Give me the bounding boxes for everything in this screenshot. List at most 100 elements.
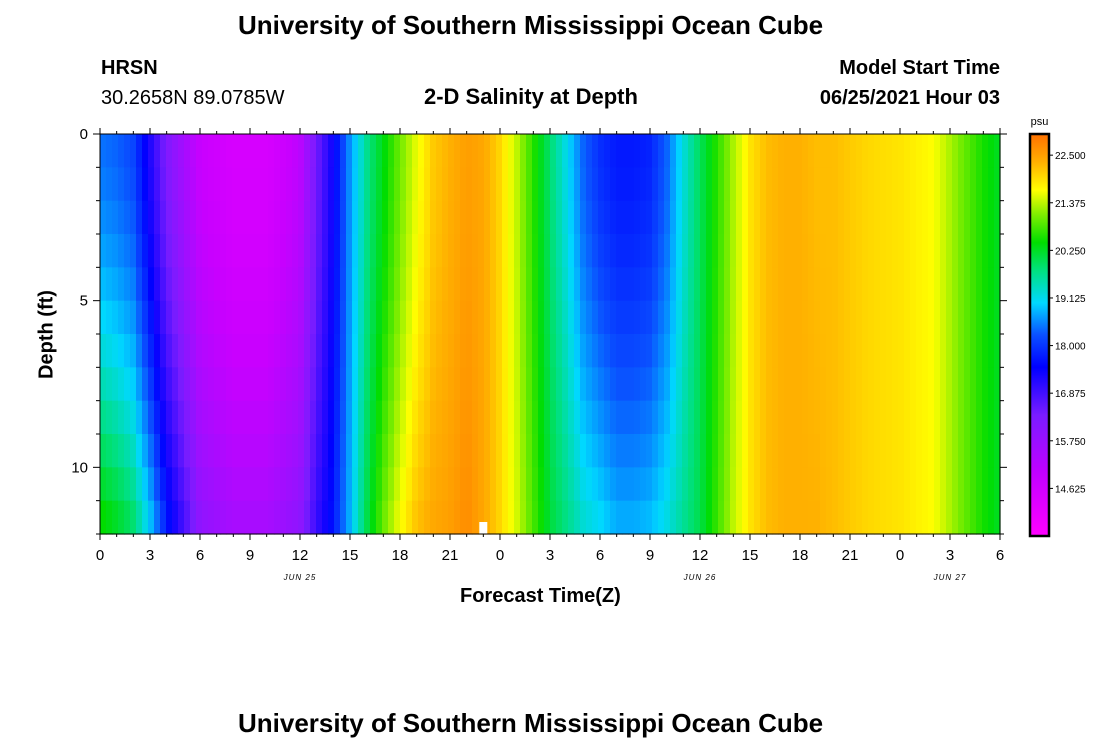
heatmap-cell: [760, 334, 767, 368]
heatmap-cell: [394, 434, 401, 468]
heatmap-cell: [100, 267, 107, 302]
heatmap-cell: [178, 334, 185, 368]
heatmap-cell: [118, 400, 125, 435]
heatmap-cell: [508, 300, 515, 335]
heatmap-cell: [346, 200, 353, 235]
heatmap-cell: [658, 267, 665, 302]
heatmap-cell: [886, 167, 893, 202]
heatmap-cell: [964, 167, 971, 202]
heatmap-cell: [928, 434, 935, 468]
heatmap-cell: [454, 234, 461, 268]
x-axis-title: Forecast Time(Z): [460, 585, 621, 607]
heatmap-cell: [226, 300, 233, 335]
heatmap-cell: [922, 500, 929, 535]
heatmap-cell: [766, 267, 773, 302]
heatmap-cell: [628, 300, 635, 335]
heatmap-cell: [904, 434, 911, 468]
heatmap-cell: [550, 434, 557, 468]
heatmap-cell: [430, 300, 437, 335]
heatmap-cell: [280, 300, 287, 335]
heatmap-cell: [526, 200, 533, 235]
heatmap-cell: [550, 400, 557, 435]
heatmap-cell: [958, 467, 965, 502]
heatmap-cell: [202, 167, 209, 202]
heatmap-cell: [862, 334, 869, 368]
heatmap-cell: [742, 434, 749, 468]
heatmap-cell: [970, 267, 977, 302]
heatmap-cell: [568, 234, 575, 268]
heatmap-cell: [538, 200, 545, 235]
heatmap-cell: [646, 467, 653, 502]
heatmap-cell: [322, 200, 329, 235]
heatmap-cell: [748, 234, 755, 268]
heatmap-cell: [166, 434, 173, 468]
heatmap-cell: [592, 234, 599, 268]
heatmap-cell: [544, 434, 551, 468]
heatmap-cell: [994, 500, 1001, 535]
heatmap-cell: [460, 467, 467, 502]
heatmap-cell: [526, 167, 533, 202]
heatmap-cell: [892, 400, 899, 435]
heatmap-cell: [874, 167, 881, 202]
heatmap-cell: [544, 400, 551, 435]
heatmap-cell: [868, 434, 875, 468]
heatmap-cell: [304, 334, 311, 368]
heatmap-cell: [790, 334, 797, 368]
heatmap-cell: [526, 500, 533, 535]
heatmap-cell: [844, 267, 851, 302]
heatmap-cell: [280, 500, 287, 535]
heatmap-cell: [946, 467, 953, 502]
heatmap-cell: [580, 434, 587, 468]
heatmap-cell: [760, 267, 767, 302]
heatmap-cell: [568, 367, 575, 402]
heatmap-cell: [952, 200, 959, 235]
heatmap-cell: [358, 267, 365, 302]
heatmap-cell: [118, 200, 125, 235]
heatmap-cell: [268, 300, 275, 335]
heatmap-cell: [820, 200, 827, 235]
heatmap-cell: [538, 500, 545, 535]
heatmap-cell: [184, 167, 191, 202]
heatmap-cell: [424, 434, 431, 468]
heatmap-cell: [256, 300, 263, 335]
heatmap-cell: [370, 200, 377, 235]
heatmap-cell: [940, 467, 947, 502]
heatmap-cell: [772, 400, 779, 435]
heatmap-cell: [466, 200, 473, 235]
heatmap-cell: [238, 167, 245, 202]
heatmap-cell: [754, 234, 761, 268]
heatmap-cell: [202, 134, 209, 168]
heatmap-cell: [910, 467, 917, 502]
heatmap-cell: [760, 134, 767, 168]
heatmap-cell: [766, 500, 773, 535]
heatmap-cell: [280, 234, 287, 268]
heatmap-cell: [694, 234, 701, 268]
heatmap-cell: [166, 334, 173, 368]
heatmap-cell: [652, 134, 659, 168]
heatmap-cell: [478, 400, 485, 435]
heatmap-cell: [724, 300, 731, 335]
heatmap-cell: [130, 134, 137, 168]
heatmap-cell: [592, 500, 599, 535]
heatmap-cell: [574, 400, 581, 435]
heatmap-cell: [178, 167, 185, 202]
heatmap-cell: [118, 467, 125, 502]
heatmap-cell: [250, 200, 257, 235]
heatmap-cell: [922, 134, 929, 168]
heatmap-cell: [400, 167, 407, 202]
heatmap-cell: [118, 300, 125, 335]
heatmap-cell: [844, 367, 851, 402]
heatmap-cell: [466, 400, 473, 435]
heatmap-cell: [478, 200, 485, 235]
heatmap-cell: [796, 200, 803, 235]
heatmap-cell: [148, 200, 155, 235]
heatmap-cell: [754, 467, 761, 502]
heatmap-cell: [946, 334, 953, 368]
heatmap-cell: [142, 167, 149, 202]
heatmap-cell: [676, 200, 683, 235]
heatmap-cell: [796, 500, 803, 535]
heatmap-cell: [868, 134, 875, 168]
heatmap-cell: [640, 467, 647, 502]
heatmap-cell: [766, 367, 773, 402]
heatmap-cell: [706, 334, 713, 368]
